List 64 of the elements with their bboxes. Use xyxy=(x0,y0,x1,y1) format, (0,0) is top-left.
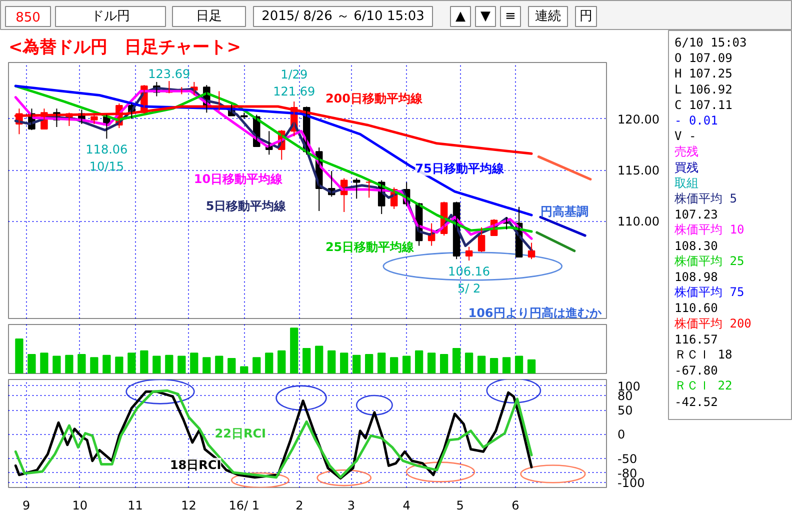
text: 108.30 xyxy=(674,238,718,253)
y-tick-label: 110.00 xyxy=(618,214,660,229)
candlestick xyxy=(365,180,373,198)
annotation: 118.06 10/15 xyxy=(86,142,128,174)
text: V - xyxy=(674,129,696,144)
series-label: 18日RCI xyxy=(170,458,222,472)
y-tick-label: 0 xyxy=(618,428,626,442)
x-tick-label: 4 xyxy=(402,498,410,512)
text: 108.98 xyxy=(674,270,718,284)
x-tick-label: 16/ 1 xyxy=(228,498,260,512)
text: ＲＣＩ 22 xyxy=(674,378,732,393)
x-tick-label: 5 xyxy=(456,498,464,512)
text: 連続 xyxy=(535,9,561,24)
text: ▲ xyxy=(456,9,466,24)
x-tick-label: 9 xyxy=(22,498,30,512)
text: 6/10 15:03 xyxy=(674,36,747,50)
annotation: 円高基調 xyxy=(540,204,589,219)
text: 2015/ 8/26 ～ 6/10 15:03 xyxy=(262,9,424,24)
series-label: 200日移動平均線 xyxy=(325,91,424,106)
text: 10日移動平均線 xyxy=(194,172,284,186)
text: H 107.25 xyxy=(674,66,732,81)
text: ドル円 xyxy=(91,9,130,24)
text: -67.80 xyxy=(674,364,718,378)
text: -42.52 xyxy=(674,394,718,409)
text: 円 xyxy=(580,9,592,24)
text: O 107.09 xyxy=(674,51,732,66)
text: 25日移動平均線 xyxy=(325,240,416,254)
text: C 107.11 xyxy=(674,98,732,112)
text: 107.23 xyxy=(674,208,718,222)
x-tick-label: 11 xyxy=(128,498,143,512)
annotation: 106.16 5/ 2 xyxy=(448,264,490,296)
y-tick-label: 115.00 xyxy=(618,164,660,178)
text: 売残 xyxy=(674,144,698,159)
y-tick-label: 50 xyxy=(618,404,633,418)
text: 株価平均 25 xyxy=(674,254,744,268)
text: 株価平均 5 xyxy=(674,192,737,206)
annotation: 123.69 xyxy=(148,67,190,82)
text: 株価平均 75 xyxy=(674,285,744,300)
y-tick-label: 120.00 xyxy=(618,112,660,126)
text: ＲＣＩ 18 xyxy=(674,348,732,362)
text: 5日移動平均線 xyxy=(206,198,288,213)
candlestick xyxy=(240,112,248,120)
text: 850 xyxy=(16,10,40,26)
x-tick-label: 10 xyxy=(72,498,88,512)
chart-title: <為替ドル円 日足チャート> xyxy=(8,38,241,58)
text: 110.60 xyxy=(674,301,718,316)
text: - 0.01 xyxy=(674,114,718,128)
x-tick-label: 3 xyxy=(347,498,356,512)
series-label: 22日RCI xyxy=(214,426,266,440)
x-tick-label: 2 xyxy=(296,498,304,512)
x-tick-label: 6 xyxy=(512,498,520,512)
text: 買残 xyxy=(674,160,698,174)
text: L 106.92 xyxy=(674,82,732,96)
text: 取組 xyxy=(674,176,698,190)
text: 株価平均 10 xyxy=(674,222,744,237)
text: ≡ xyxy=(505,9,516,24)
annotation: 1/29 121.69 xyxy=(273,68,316,99)
y-tick-label: -50 xyxy=(618,452,638,466)
text: 116.57 xyxy=(674,332,718,346)
text: 日足 xyxy=(196,9,222,24)
x-tick-label: 12 xyxy=(181,498,196,512)
text: ▼ xyxy=(480,9,490,24)
text: 株価平均 200 xyxy=(674,316,752,330)
series-label: 75日移動平均線 xyxy=(415,162,505,176)
